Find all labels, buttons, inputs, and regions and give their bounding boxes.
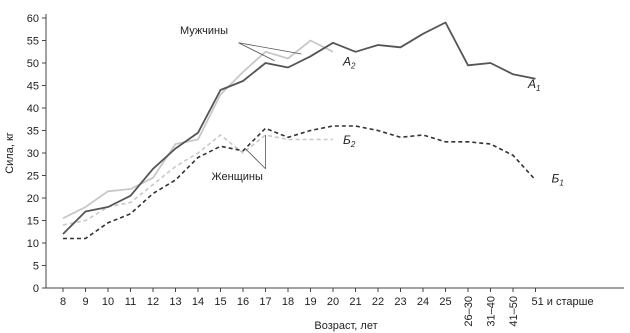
y-tick-label: 25 [27, 171, 39, 183]
series-label-Б2: Б2 [343, 133, 356, 149]
y-tick-label: 5 [33, 261, 39, 273]
x-tick-label: 21 [349, 296, 361, 308]
men-leader-line [238, 42, 302, 55]
x-tick-label: 20 [327, 296, 339, 308]
x-tick-label: 41–50 [508, 296, 520, 327]
x-ticks: 8 9 10 11 12 13 14 15 16 17 18 19 20 21 22 23 24 25 26–30 3… [60, 288, 594, 327]
x-tick-label: 26–30 [463, 296, 475, 327]
y-tick-label: 30 [27, 148, 39, 160]
y-tick-label: 35 [27, 126, 39, 138]
x-tick-label: 24 [417, 296, 429, 308]
y-tick-label: 50 [27, 58, 39, 70]
annotation-layer: Мужчины Женщины [180, 25, 302, 183]
x-tick-label: 19 [304, 296, 316, 308]
x-tick-label: 9 [82, 296, 88, 308]
y-axis-title: Сила, кг [4, 132, 16, 174]
y-tick-label: 15 [27, 216, 39, 228]
men-annotation: Мужчины [180, 25, 228, 37]
series-label-A1: A1 [527, 77, 540, 93]
series-label-A2: A2 [342, 54, 356, 70]
y-tick-label: 20 [27, 193, 39, 205]
y-tick-label: 10 [27, 238, 39, 250]
series-line-A2 [62, 39, 334, 220]
men-leader-line [238, 42, 275, 62]
y-tick-label: 0 [33, 283, 39, 295]
x-tick-label: 13 [169, 296, 181, 308]
x-tick-label: 17 [259, 296, 271, 308]
women-leader-line [244, 148, 266, 170]
y-ticks: 0 5 10 15 20 25 30 35 40 45 50 55 60 [27, 13, 46, 295]
x-tick-label: 31–40 [486, 296, 498, 327]
series-line-Б1 [63, 125, 537, 240]
y-tick-label: 55 [27, 36, 39, 48]
x-tick-label: 15 [214, 296, 226, 308]
x-tick-label: 18 [282, 296, 294, 308]
series-layer: A1 A2 Б1 Б2 [62, 21, 564, 240]
x-tick-label: 12 [147, 296, 159, 308]
y-tick-label: 40 [27, 103, 39, 115]
x-tick-label: 23 [394, 296, 406, 308]
x-tick-label: 8 [60, 296, 66, 308]
series-line-Б2 [62, 134, 333, 226]
x-tick-label: 22 [372, 296, 384, 308]
x-tick-label: 51 и старше [532, 296, 594, 308]
women-annotation: Женщины [212, 171, 263, 183]
x-tick-label: 10 [102, 296, 114, 308]
series-line-A1 [62, 21, 536, 235]
x-axis-title: Возраст, лет [314, 320, 377, 332]
x-tick-label: 16 [237, 296, 249, 308]
y-tick-label: 45 [27, 81, 39, 93]
series-label-Б1: Б1 [552, 171, 564, 187]
x-tick-label: 11 [125, 296, 136, 308]
y-tick-label: 60 [27, 13, 39, 25]
chart-axes [45, 14, 624, 289]
x-tick-label: 14 [192, 296, 204, 308]
x-tick-label: 25 [439, 296, 451, 308]
